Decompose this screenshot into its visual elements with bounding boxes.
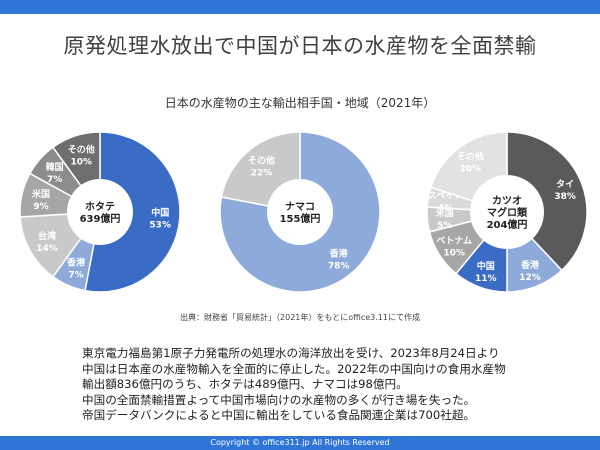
page-title: 原発処理水放出で中国が日本の水産物を全面禁輸 [63, 34, 537, 58]
slice-name-label: その他 [248, 154, 275, 166]
footer-copyright: Copyright © office311.jp All Rights Rese… [0, 436, 600, 450]
slice-name-label: タイ [556, 178, 574, 190]
donut-hole [267, 179, 333, 245]
slice-name-label: ベトナム [436, 236, 472, 247]
slice-name-label: スペイン [428, 190, 463, 201]
slice-value-label: 5% [437, 221, 452, 231]
description-line: 中国は日本産の水産物輸入を全面的に停止した。2022年の中国向けの食用水産物 [82, 361, 506, 376]
slice-name-label: その他 [457, 150, 484, 162]
top-accent-bar [0, 0, 600, 14]
center-label: ナマコ [285, 201, 315, 213]
slice-value-label: 14% [36, 244, 58, 254]
slice-name-label: 香港 [66, 257, 86, 269]
slice-value-label: 4% [438, 203, 453, 213]
slice-value-label: 10% [71, 158, 93, 168]
pie-slice [506, 131, 588, 272]
center-label: 204億円 [487, 218, 528, 231]
pie-chart-bonito-tuna: タイ 38% 香港 12% 中国 11% ベトナム 10% 米国 5% スペイン 4% その他 20% カツ… [426, 131, 588, 293]
slice-value-label: 20% [460, 164, 482, 174]
description-line: 東京電力福島第1原子力発電所の処理水の海洋放出を受け、2023年8月24日より [82, 346, 500, 360]
description-line: 輸出額836億円のうち、ホタテは489億円、ナマコは98億円。 [82, 377, 408, 391]
slice-name-label: その他 [68, 144, 95, 156]
donut-hole [67, 179, 133, 245]
slice-name-label: 台湾 [38, 230, 56, 242]
slice-value-label: 38% [554, 192, 576, 202]
slice-name-label: 香港 [329, 248, 349, 260]
center-label: ホタテ [85, 201, 115, 213]
slice-value-label: 12% [519, 273, 541, 283]
slice-name-label: 中国 [151, 207, 169, 219]
slice-name-label: 米国 [31, 188, 50, 200]
center-label: マグロ類 [487, 206, 528, 219]
slice-name-label: 米国 [435, 207, 454, 219]
description-line: 帝国データバンクによると中国に輸出をしている食品関連企業は700社超。 [82, 408, 476, 422]
description-text: 東京電力福島第1原子力発電所の処理水の海洋放出を受け、2023年8月24日より … [82, 346, 562, 424]
slice-name-label: 香港 [520, 259, 540, 271]
slice-value-label: 78% [328, 262, 350, 272]
slice-value-label: 53% [149, 221, 171, 231]
slice-value-label: 22% [251, 168, 273, 178]
description-line: 中国の全面禁輸措置よって中国市場向けの水産物の多くが行き場を失った。 [82, 392, 476, 407]
center-label: 155億円 [280, 212, 321, 225]
slice-value-label: 7% [47, 175, 62, 185]
center-label: カツオ [492, 195, 522, 207]
slice-value-label: 11% [475, 274, 497, 284]
source-note: 出典：財務省「貿易統計」（2021年）をもとにoffice3.11にて作成 [180, 313, 420, 322]
slice-name-label: 中国 [477, 260, 495, 272]
chart-title: 日本の水産物の主な輸出相手国・地域（2021年） [164, 96, 436, 110]
slice-value-label: 9% [33, 202, 48, 212]
center-label: 639億円 [80, 212, 121, 225]
slice-name-label: 韓国 [46, 161, 64, 173]
slice-value-label: 10% [443, 249, 465, 259]
donut-hole [470, 175, 544, 249]
slice-value-label: 7% [68, 271, 83, 281]
